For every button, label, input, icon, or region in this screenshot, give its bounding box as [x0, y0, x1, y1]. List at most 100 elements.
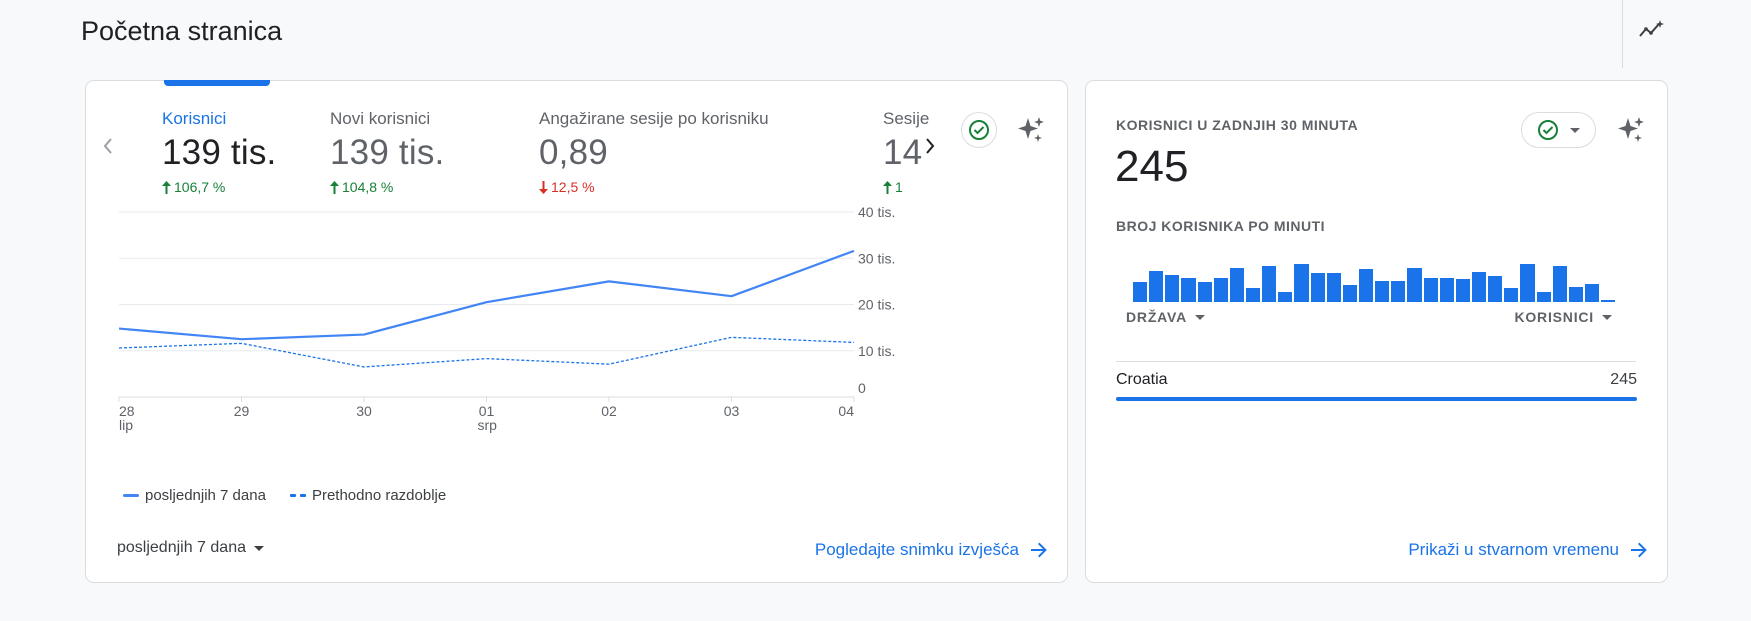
chevron-left-icon: [103, 138, 112, 154]
series-line-current: [118, 249, 855, 341]
minute-bar: [1552, 266, 1567, 302]
table-divider: [1116, 361, 1636, 362]
legend-dash-swatch: [289, 494, 306, 497]
check-circle-icon: [969, 120, 989, 140]
legend-item-current[interactable]: posljednjih 7 dana: [123, 487, 266, 504]
metric-change-value: 1: [895, 179, 903, 195]
realtime-title: KORISNICI U ZADNJIH 30 MINUTA: [1116, 117, 1359, 133]
overview-card: Korisnici 139 tis. 106,7 % Novi korisnic…: [85, 80, 1068, 583]
metric-value: 0,89: [539, 133, 608, 172]
view-realtime-link[interactable]: Prikaži u stvarnom vremenu: [1408, 540, 1647, 560]
view-report-link[interactable]: Pogledajte snimku izvješća: [815, 540, 1047, 560]
arrow-right-icon: [1031, 542, 1047, 558]
sparkle-icon: [1018, 117, 1044, 142]
minute-bar: [1165, 274, 1180, 302]
minute-bar: [1601, 300, 1616, 302]
table-row-users: 245: [1610, 371, 1637, 388]
metric-change-value: 12,5 %: [551, 179, 595, 195]
active-metric-indicator: [164, 80, 270, 86]
x-tick-label: 29: [234, 403, 250, 419]
minute-bar: [1568, 287, 1583, 302]
metrics-next-button[interactable]: [916, 132, 944, 160]
metric-engaged-sessions[interactable]: Angažirane sesije po korisniku 0,89 12,5…: [539, 109, 769, 195]
users-column-header[interactable]: KORISNICI: [1514, 309, 1612, 325]
metric-label: Novi korisnici: [330, 109, 431, 128]
date-range-dropdown[interactable]: posljednjih 7 dana: [117, 539, 264, 557]
minute-bar: [1181, 278, 1196, 302]
caret-down-icon: [1569, 127, 1580, 133]
x-tick-sublabel: lip: [119, 417, 133, 433]
y-tick-label: 10 tis.: [858, 343, 895, 359]
minute-bar: [1407, 268, 1422, 302]
minute-bar: [1229, 268, 1244, 302]
metric-new-users[interactable]: Novi korisnici 139 tis. 104,8 %: [330, 109, 444, 195]
y-tick-label: 20 tis.: [858, 297, 895, 313]
arrow-down-icon: [539, 180, 548, 194]
metrics-prev-button[interactable]: [94, 132, 122, 160]
chevron-right-icon: [926, 138, 935, 154]
minute-bar: [1391, 280, 1406, 302]
metric-change: 12,5 %: [539, 179, 769, 195]
arrow-up-icon: [330, 180, 339, 194]
realtime-card: KORISNICI U ZADNJIH 30 MINUTA 245 BROJ K…: [1085, 80, 1668, 583]
minute-bar: [1471, 271, 1487, 302]
x-tick-sublabel: srp: [478, 417, 498, 433]
data-quality-button[interactable]: [961, 112, 997, 148]
minute-bar: [1536, 291, 1551, 302]
metric-value: 139 tis.: [162, 133, 277, 172]
minute-bar: [1342, 284, 1357, 302]
view-report-label: Pogledajte snimku izvješća: [814, 540, 1019, 559]
insights-button[interactable]: [1632, 10, 1672, 50]
metric-sessions[interactable]: Sesije 14 1: [883, 109, 929, 195]
minute-bar: [1504, 288, 1519, 302]
x-tick-label: 30: [356, 403, 372, 419]
metric-value: 139 tis.: [330, 133, 445, 172]
sparkle-icon: [1618, 117, 1644, 142]
metric-value: 14: [883, 133, 923, 172]
users-per-minute-title: BROJ KORISNIKA PO MINUTI: [1116, 218, 1326, 234]
caret-down-icon: [1195, 314, 1206, 320]
legend-item-previous[interactable]: Prethodno razdoblje: [289, 487, 447, 504]
minute-bar: [1245, 288, 1261, 302]
table-row-country: Croatia: [1116, 371, 1168, 388]
legend-label: posljednjih 7 dana: [145, 487, 266, 504]
metric-users[interactable]: Korisnici 139 tis. 106,7 %: [162, 109, 276, 195]
realtime-sparkle-button[interactable]: [1613, 112, 1649, 148]
minute-bar: [1439, 278, 1454, 302]
metric-change: 106,7 %: [162, 179, 276, 195]
metrics-strip: Korisnici 139 tis. 106,7 % Novi korisnic…: [162, 109, 992, 199]
minute-bar: [1278, 291, 1293, 302]
realtime-quality-dropdown[interactable]: [1521, 112, 1596, 148]
arrow-right-icon: [1631, 542, 1647, 558]
x-tick-label: 04: [838, 403, 854, 419]
minute-bar: [1326, 272, 1341, 302]
minute-bar: [1358, 268, 1374, 302]
users-header-label: KORISNICI: [1514, 309, 1594, 325]
date-range-label: posljednjih 7 dana: [117, 539, 246, 556]
arrow-up-icon: [162, 180, 171, 194]
metric-label: Angažirane sesije po korisniku: [539, 109, 769, 128]
minute-bar: [1310, 272, 1325, 302]
metric-change: 1: [883, 179, 929, 195]
x-tick-label: 03: [724, 403, 740, 419]
x-tick-label: 02: [601, 403, 617, 419]
minute-bar: [1262, 266, 1277, 302]
y-tick-label: 40 tis.: [858, 204, 895, 220]
legend-label: Prethodno razdoblje: [311, 487, 447, 504]
y-tick-label: 30 tis.: [858, 250, 895, 266]
metric-change-value: 104,8 %: [342, 179, 394, 195]
country-column-header[interactable]: DRŽAVA: [1126, 309, 1206, 325]
minute-bar: [1520, 263, 1535, 302]
check-circle-icon: [1538, 120, 1559, 140]
insights-sparkle-button[interactable]: [1013, 112, 1049, 148]
chart-legend: posljednjih 7 dana Prethodno razdoblje: [123, 487, 446, 504]
metric-label: Sesije: [883, 109, 930, 128]
minute-bar: [1213, 278, 1228, 302]
minute-bar: [1375, 280, 1390, 302]
trend-sparkle-icon: [1639, 20, 1664, 37]
minute-bar: [1488, 276, 1503, 302]
table-row-share-bar: [1116, 397, 1637, 401]
x-tick-label: 28: [119, 403, 135, 419]
minute-bar: [1455, 279, 1470, 302]
